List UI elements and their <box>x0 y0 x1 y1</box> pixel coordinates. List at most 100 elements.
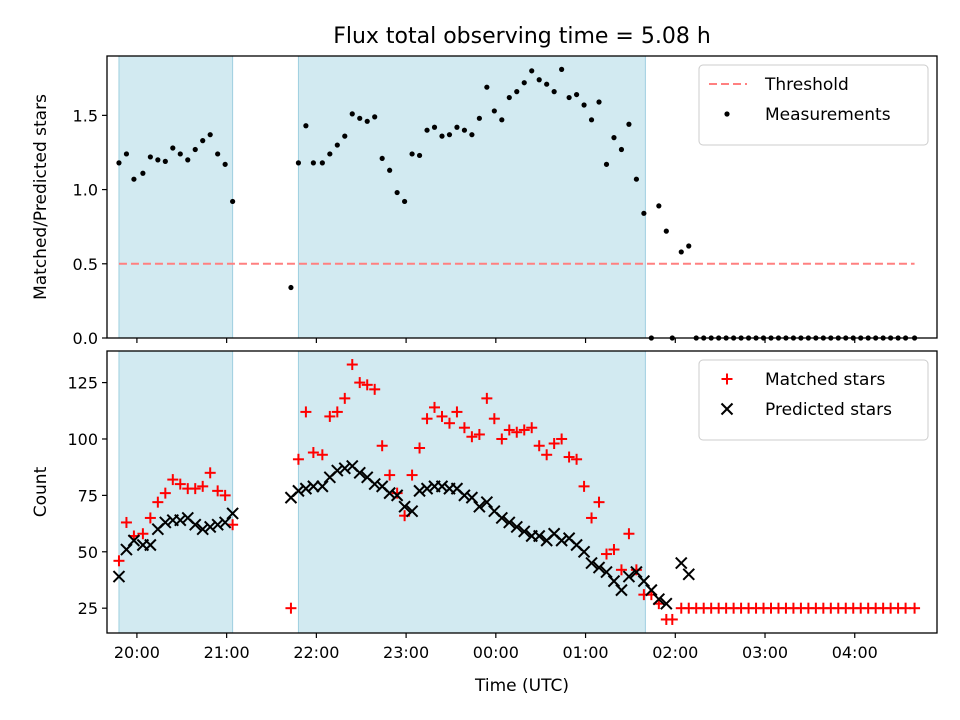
x-tick-label: 03:00 <box>742 643 788 662</box>
matched-star-marker <box>511 426 523 438</box>
measurement-point <box>559 66 565 72</box>
measurement-point <box>439 133 445 139</box>
x-stroke-2 <box>346 459 359 473</box>
x-stroke-2 <box>390 489 404 502</box>
matched-star-marker <box>159 487 171 499</box>
axes-frame <box>106 350 938 634</box>
x-stroke-2 <box>720 402 734 416</box>
predicted-star-marker <box>555 534 568 547</box>
x-tick-label: 01:00 <box>563 643 609 662</box>
matched-star-marker <box>488 413 500 425</box>
y-tick-label: 0.5 <box>73 255 98 274</box>
x-tick-label: 23:00 <box>383 643 429 662</box>
matched-star-marker <box>541 449 553 461</box>
matched-star-marker <box>458 422 470 434</box>
matched-star-marker <box>556 433 568 445</box>
matched-star-marker <box>406 469 418 481</box>
predicted-star-marker <box>331 464 344 477</box>
matched-star-marker <box>354 377 366 389</box>
measurement-point <box>551 89 557 95</box>
measurement-point <box>147 154 153 160</box>
legend-label: Measurements <box>765 105 891 125</box>
measurement-point <box>402 198 408 205</box>
matched-star-marker <box>316 449 328 461</box>
predicted-star-marker <box>226 507 239 520</box>
measurement-point <box>303 123 309 129</box>
measurement-point <box>641 210 647 216</box>
matched-star-marker <box>436 410 448 422</box>
x-stroke-2 <box>682 568 695 581</box>
x-stroke-2 <box>518 525 531 538</box>
measurement-point <box>334 142 340 148</box>
matched-star-marker <box>666 613 678 625</box>
x-stroke-2 <box>375 480 389 493</box>
x-stroke-2 <box>473 500 486 513</box>
x-stroke-2 <box>196 523 209 536</box>
x-stroke-2 <box>353 466 366 480</box>
measurement-point <box>573 91 580 98</box>
measurement-point <box>295 160 302 166</box>
x-stroke-2 <box>532 529 546 543</box>
x-stroke-2 <box>450 482 464 495</box>
measurement-point <box>544 81 550 87</box>
measurement-point <box>499 117 505 123</box>
predicted-star-marker <box>353 466 366 480</box>
measurement-point <box>596 99 602 105</box>
matched-star-marker <box>339 392 351 404</box>
predicted-star-marker <box>615 583 628 597</box>
legend-label: Matched stars <box>765 370 885 390</box>
predicted-star-marker <box>299 482 313 495</box>
predicted-star-marker <box>682 568 695 581</box>
predicted-star-marker <box>720 402 734 416</box>
measurement-point <box>678 249 684 255</box>
matched-star-marker <box>219 489 231 501</box>
x-stroke-2 <box>127 534 141 547</box>
x-stroke-2 <box>405 504 419 518</box>
predicted-star-marker <box>465 491 479 504</box>
measurement-point <box>192 146 198 153</box>
measurement-point <box>387 167 393 173</box>
bottom-panel: 25 50 75 100 125 20:00 21:00 22:00 23:00 00:00 01:… <box>31 350 938 696</box>
measurement-point <box>603 161 610 167</box>
measurement-point <box>724 111 730 117</box>
predicted-star-marker <box>637 574 651 588</box>
matched-star-marker <box>466 431 478 443</box>
x-stroke-2 <box>600 565 613 579</box>
x-stroke-2 <box>189 518 202 531</box>
measurement-point <box>536 77 542 83</box>
predicted-star-marker <box>292 484 305 498</box>
predicted-star-marker <box>607 574 621 588</box>
predicted-star-marker <box>398 500 411 513</box>
measurement-point <box>484 84 490 90</box>
measurement-point <box>514 89 520 95</box>
measurement-point <box>357 115 363 121</box>
matched-star-marker <box>307 447 319 459</box>
matched-star-marker <box>197 480 209 492</box>
axes-frame <box>106 55 938 339</box>
x-stroke-2 <box>211 518 224 531</box>
x-stroke-2 <box>458 489 471 502</box>
x-stroke-2 <box>420 482 434 495</box>
x-tick-label: 20:00 <box>114 643 160 662</box>
x-stroke-2 <box>510 520 523 534</box>
x-stroke-2 <box>637 574 651 588</box>
matched-star-marker <box>421 413 433 425</box>
predicted-star-marker <box>518 525 531 538</box>
matched-star-marker <box>578 480 590 492</box>
matched-star-marker <box>152 496 164 508</box>
matched-star-marker <box>331 406 343 418</box>
matched-star-marker <box>481 392 493 404</box>
matched-star-marker <box>721 373 733 385</box>
y-tick-label: 75 <box>78 486 98 505</box>
predicted-star-marker <box>405 504 419 518</box>
observing-window <box>118 55 234 339</box>
x-stroke-2 <box>562 532 576 545</box>
matched-star-marker <box>429 401 441 413</box>
measurement-point <box>364 118 370 124</box>
predicted-star-marker <box>495 511 509 525</box>
matched-star-marker <box>300 406 312 418</box>
y-axis-label: Count <box>31 466 51 517</box>
legend-label: Threshold <box>764 75 849 95</box>
x-stroke-2 <box>622 570 636 583</box>
measurement-point <box>379 155 385 162</box>
